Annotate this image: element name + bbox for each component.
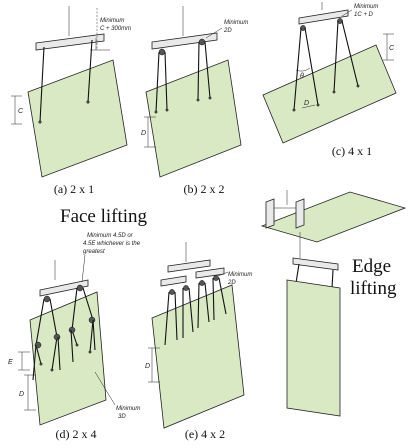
sheave [76,284,84,292]
sheave [53,333,61,341]
sheave [300,25,306,31]
sheave [68,326,76,334]
precast-panel [145,59,242,178]
caption-c: (c) 4 x 1 [332,144,372,158]
sheave [183,285,189,291]
sheave [169,289,175,295]
caption-e: (e) 4 x 2 [185,427,225,441]
min-3d-line1: Minimum [116,406,140,412]
caption-a: (a) 2 x 1 [54,182,94,196]
min-note-line2: 4.5E whichever is the [83,241,141,247]
min-note-line1: Minimum [100,18,124,24]
spreader-bar [295,198,305,229]
spreader-bar [39,279,89,297]
edge-lifting-label-line1: Edge [352,256,391,277]
dim-c: C [18,108,24,115]
spreader-bar [265,198,275,229]
min-note-line1: Minimum [228,272,252,278]
min-note-line3: greatest [83,249,105,255]
min-note-line1: Minimum [354,4,378,10]
precast-panel [27,59,128,178]
sheave [88,316,96,324]
precast-panel [29,291,107,426]
sheave [337,18,343,24]
spreader-bar [151,32,218,50]
sheave [43,295,51,303]
sheave [198,38,206,46]
dim-d: D [145,363,150,370]
caption-d: (d) 2 x 4 [56,427,97,441]
min-note-line1: Minimum [224,20,248,26]
spreader-bar [292,257,339,271]
spreader-bar [167,259,211,273]
spreader-bar [35,33,105,51]
min-note-line2: 2D [223,28,232,34]
precast-panel-flat [260,191,407,243]
precast-panel-edge [286,279,341,417]
dim-d: D [304,100,309,107]
spreader-bar [298,9,349,25]
face-lifting-label: Face lifting [60,206,148,227]
figure-d: Minimum 4.5D or 4.5E whichever is the gr… [8,233,141,441]
min-note-line2: 1C + D [354,12,374,18]
angle-theta: θ [300,73,304,80]
dim-d: D [19,391,24,398]
min-3d-line2: 3D [118,414,126,420]
caption-b: (b) 2 x 2 [184,182,225,196]
sheave [158,48,166,56]
figure-e: Minimum 2D D (e) 4 x 2 [145,242,252,441]
figure-c: θ D Minimum 1C + D C (c) 4 x 1 [262,2,397,158]
min-note-line2: 2D [227,280,236,286]
min-note-line1: Minimum 4.5D or [87,233,134,239]
sheave [34,341,42,349]
precast-panel [262,44,397,144]
min-note-line2: C + 300mm [100,26,131,32]
figure-a: Minimum C + 300mm C (a) 2 x 1 [11,6,131,196]
figure-b: Minimum 2D D (b) 2 x 2 [141,6,248,196]
sheave [213,275,219,281]
dim-d: D [141,130,146,137]
precast-panel [151,284,245,429]
dim-e: E [8,359,13,366]
spreader-bar [160,275,187,287]
edge-lifting-label-line2: lifting [350,278,397,299]
spreader-bar [195,267,225,279]
dim-c: C [389,45,395,52]
sheave [199,280,205,286]
figure-edge-lifting: Edge lifting [260,190,407,417]
